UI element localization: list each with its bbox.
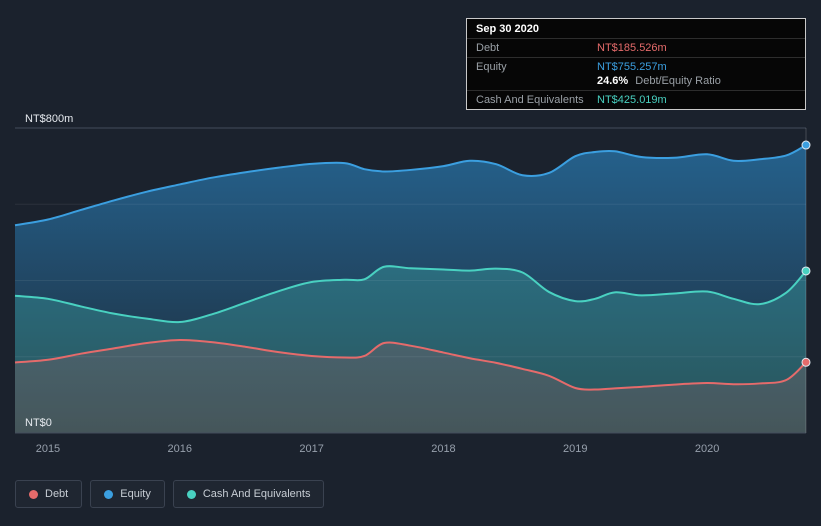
x-tick-label: 2020 <box>695 443 719 455</box>
equity-area <box>15 145 806 433</box>
x-tick-label: 2019 <box>563 443 587 455</box>
cash-and-equivalents-line <box>14 265 807 324</box>
tooltip-ratio: 24.6% Debt/Equity Ratio <box>597 75 796 87</box>
tooltip-date: Sep 30 2020 <box>467 19 805 39</box>
equity-line <box>14 144 807 227</box>
tooltip-equity-label: Equity <box>476 61 507 73</box>
y-axis-zero-label: NT$0 <box>25 417 52 429</box>
legend-debt-label: Debt <box>45 488 69 500</box>
tooltip-equity-row: Equity NT$755.257m 24.6% Debt/Equity Rat… <box>467 58 805 91</box>
legend-item-equity[interactable]: Equity <box>90 480 165 508</box>
x-tick-label: 2016 <box>168 443 192 455</box>
cash-and-equivalents-end-dot <box>801 266 811 276</box>
tooltip-ratio-label: Debt/Equity Ratio <box>635 75 721 87</box>
cash-dot-icon <box>186 489 196 499</box>
y-axis-max-label: NT$800m <box>25 113 74 125</box>
tooltip-cash-row: Cash And Equivalents NT$425.019m <box>467 91 805 109</box>
legend-equity-label: Equity <box>120 488 151 500</box>
tooltip-debt-label: Debt <box>476 42 500 54</box>
equity-end-dot <box>801 140 811 150</box>
debt-end-dot <box>801 357 811 367</box>
legend-item-cash[interactable]: Cash And Equivalents <box>172 480 325 508</box>
tooltip-debt-row: Debt NT$185.526m <box>467 39 805 58</box>
tooltip-ratio-value: 24.6% <box>597 75 629 87</box>
tooltip-cash-value: NT$425.019m <box>597 94 667 106</box>
chart-tooltip: Sep 30 2020 Debt NT$185.526m Equity NT$7… <box>466 18 806 110</box>
legend-item-debt[interactable]: Debt <box>15 480 83 508</box>
x-tick-label: 2018 <box>431 443 455 455</box>
cash-and-equivalents-area <box>15 266 806 433</box>
tooltip-equity-value: NT$755.257m <box>597 61 667 73</box>
debt-line <box>14 338 807 391</box>
x-tick-label: 2015 <box>36 443 60 455</box>
legend-cash-label: Cash And Equivalents <box>202 488 311 500</box>
debt-dot-icon <box>29 489 38 499</box>
tooltip-cash-label: Cash And Equivalents <box>476 94 584 106</box>
debt-area <box>15 339 806 433</box>
x-tick-label: 2017 <box>299 443 323 455</box>
tooltip-debt-value: NT$185.526m <box>597 42 667 54</box>
equity-dot-icon <box>104 489 114 499</box>
chart-legend: Debt Equity Cash And Equivalents <box>15 480 325 508</box>
